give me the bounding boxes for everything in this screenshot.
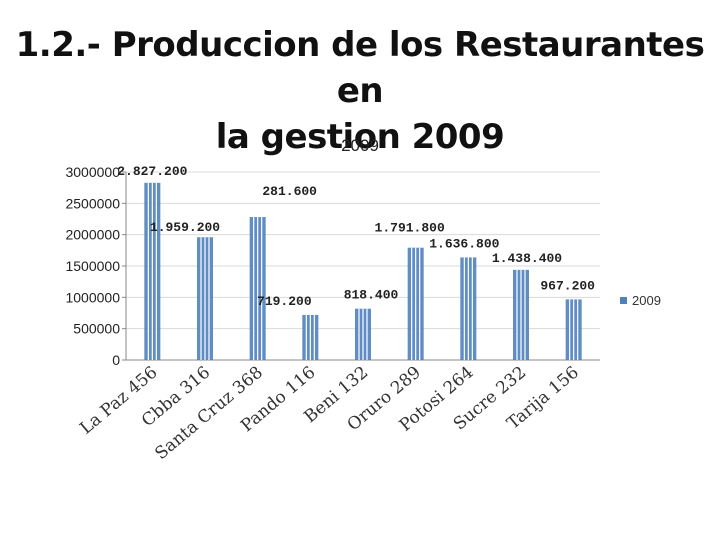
data-label: 967.200 <box>540 278 595 293</box>
y-tick-label: 3000000 <box>65 164 120 180</box>
data-label: 1.636.800 <box>429 236 499 251</box>
data-label: 1.959.200 <box>150 220 220 235</box>
y-tick-label: 1000000 <box>65 289 120 305</box>
slide-title-line1: 1.2.- Produccion de los Restaurantes en <box>15 25 705 111</box>
chart-legend: 2009 <box>620 293 661 308</box>
legend-label: 2009 <box>632 293 661 308</box>
data-label: 281.600 <box>262 184 317 199</box>
y-tick-label: 500000 <box>73 321 120 337</box>
y-tick-label: 2500000 <box>65 195 120 211</box>
data-label: 1.791.800 <box>375 221 445 236</box>
legend-swatch <box>620 297 627 304</box>
y-tick-label: 2000000 <box>65 227 120 243</box>
data-label: 818.400 <box>344 288 399 303</box>
chart-title: 2009 <box>341 136 379 155</box>
data-label: 1.438.400 <box>492 251 562 266</box>
y-tick-label: 0 <box>112 352 120 368</box>
slide-title: 1.2.- Produccion de los Restaurantes en … <box>0 22 720 160</box>
data-label: 719.200 <box>257 294 312 309</box>
data-label: 2.827.200 <box>117 164 187 179</box>
slide-title-line2: la gestion 2009 <box>215 117 505 157</box>
y-tick-label: 1500000 <box>65 258 120 274</box>
